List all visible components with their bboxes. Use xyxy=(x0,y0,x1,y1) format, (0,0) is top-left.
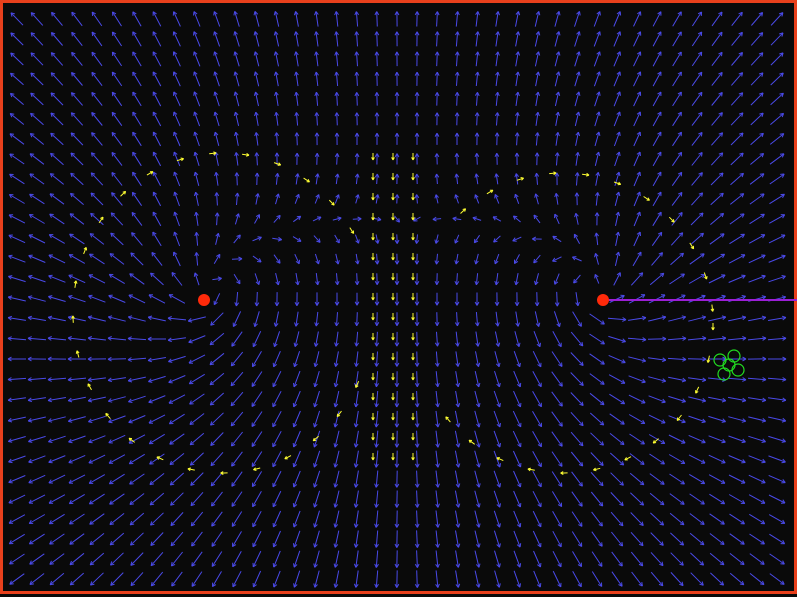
particle[interactable] xyxy=(728,350,740,362)
particle-cluster[interactable] xyxy=(714,350,744,380)
charge-left[interactable] xyxy=(198,294,210,306)
particle[interactable] xyxy=(723,359,735,371)
field-diagram[interactable] xyxy=(3,3,797,597)
charge-right[interactable] xyxy=(597,294,609,306)
field-line-markers xyxy=(72,152,715,475)
particle[interactable] xyxy=(732,364,744,376)
